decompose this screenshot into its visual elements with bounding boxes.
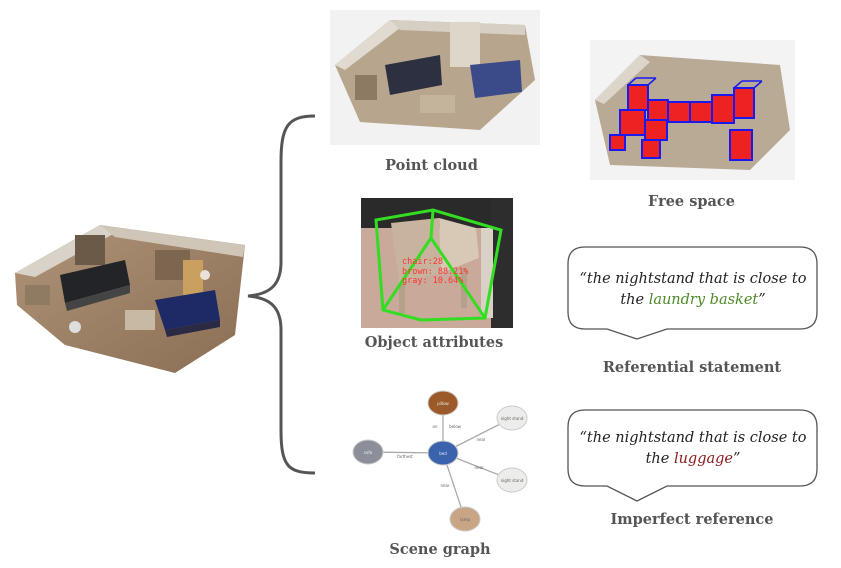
attribute-line-3: gray: 10.64% — [402, 276, 464, 286]
referential-highlight: laundry basket — [648, 292, 759, 308]
attribute-line-2: brown: 88.21% — [402, 266, 469, 277]
point-cloud-image — [330, 10, 540, 145]
node-sofa — [352, 439, 384, 465]
node-label-bed: bed — [439, 451, 447, 456]
referential-text: “the nightstand that is close to the lau… — [570, 269, 816, 311]
referential-caption: Referential statement — [602, 359, 782, 376]
edge-label-below: below — [449, 424, 462, 429]
referential-line-2: the laundry basket” — [570, 290, 816, 311]
edge-label-near-bottom: near — [440, 483, 449, 488]
edge-label-farthest: farthest — [397, 454, 413, 459]
attribute-line-1: chair:28 — [402, 257, 443, 267]
edge-label-near-lr: near — [474, 465, 483, 470]
node-lamp — [449, 506, 481, 532]
node-nightstand-lr — [496, 467, 528, 493]
imperfect-prefix: the — [645, 451, 674, 467]
object-attributes-caption: Object attributes — [364, 334, 504, 351]
referential-line-1: “the nightstand that is close to — [579, 271, 807, 287]
point-cloud-caption: Point cloud — [385, 157, 478, 174]
curly-brace — [247, 114, 316, 475]
attribute-overlay: chair:28 brown: 88.21% gray: 10.64% — [402, 257, 469, 287]
edge-label-near-ur: near — [476, 437, 485, 442]
node-label-lamp: lamp — [460, 517, 470, 522]
node-label-pillow: pillow — [437, 401, 449, 406]
node-label-nightstand-lr: night stand — [501, 478, 524, 483]
node-nightstand-ur — [496, 405, 528, 431]
imperfect-suffix: ” — [733, 451, 741, 467]
node-label-nightstand-ur: night stand — [501, 416, 524, 421]
imperfect-highlight: luggage — [673, 451, 733, 467]
referential-prefix: the — [620, 292, 649, 308]
scene-3d-image — [15, 225, 245, 373]
imperfect-line-1: “the nightstand that is close to — [579, 430, 807, 446]
referential-suffix: ” — [758, 292, 766, 308]
imperfect-bubble — [567, 409, 818, 502]
object-attributes-image — [361, 198, 513, 328]
node-bed — [427, 440, 459, 466]
free-space-caption: Free space — [648, 193, 735, 210]
scene-graph: on below farthest near near near pillow … — [352, 390, 528, 532]
edge-label-on: on — [433, 424, 438, 429]
node-pillow — [427, 390, 459, 416]
imperfect-caption: Imperfect reference — [610, 511, 774, 528]
referential-bubble — [567, 246, 818, 340]
node-label-sofa: sofa — [364, 450, 373, 455]
free-space-image — [590, 40, 795, 180]
imperfect-text: “the nightstand that is close to the lug… — [570, 428, 816, 470]
imperfect-line-2: the luggage” — [570, 449, 816, 470]
scene-graph-caption: Scene graph — [389, 541, 491, 558]
